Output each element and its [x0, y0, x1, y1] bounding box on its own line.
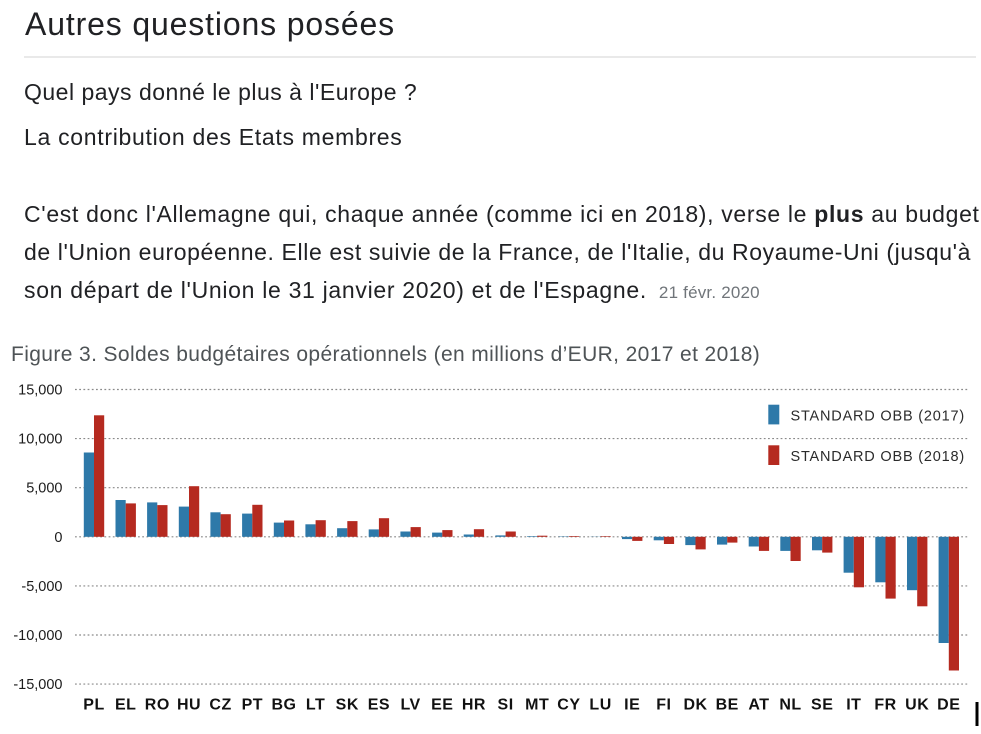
svg-text:SE: SE: [811, 696, 833, 713]
svg-text:STANDARD OBB (2018): STANDARD OBB (2018): [791, 449, 965, 465]
svg-text:-5,000: -5,000: [21, 579, 62, 595]
svg-text:HR: HR: [462, 696, 486, 713]
svg-text:LU: LU: [589, 696, 611, 713]
svg-text:EL: EL: [115, 696, 136, 713]
svg-text:5,000: 5,000: [26, 481, 62, 497]
svg-text:BG: BG: [272, 696, 297, 713]
svg-text:FI: FI: [656, 696, 671, 713]
svg-text:BE: BE: [716, 696, 739, 713]
svg-text:IT: IT: [846, 696, 861, 713]
svg-text:SI: SI: [498, 696, 514, 713]
svg-text:SK: SK: [336, 696, 359, 713]
svg-text:ES: ES: [368, 696, 390, 713]
svg-text:AT: AT: [748, 696, 769, 713]
svg-text:-10,000: -10,000: [13, 628, 62, 644]
svg-text:MT: MT: [525, 696, 549, 713]
svg-text:-15,000: -15,000: [13, 677, 62, 693]
svg-text:10,000: 10,000: [18, 432, 62, 448]
svg-text:0: 0: [54, 530, 62, 546]
svg-text:STANDARD OBB (2017): STANDARD OBB (2017): [791, 408, 965, 424]
svg-text:HU: HU: [177, 696, 201, 713]
svg-text:DE: DE: [937, 696, 960, 713]
svg-text:LT: LT: [306, 696, 325, 713]
svg-text:DK: DK: [683, 696, 707, 713]
svg-text:UK: UK: [905, 696, 929, 713]
svg-text:15,000: 15,000: [18, 383, 62, 399]
svg-text:NL: NL: [779, 696, 801, 713]
svg-text:CY: CY: [557, 696, 580, 713]
svg-text:EE: EE: [431, 696, 453, 713]
svg-text:Figure 3. Soldes budgétaires o: Figure 3. Soldes budgétaires opérationne…: [11, 343, 760, 366]
svg-text:PL: PL: [83, 696, 104, 713]
svg-text:RO: RO: [145, 696, 170, 713]
svg-text:LV: LV: [400, 696, 420, 713]
svg-text:FR: FR: [874, 696, 896, 713]
svg-text:PT: PT: [242, 696, 263, 713]
svg-text:IE: IE: [624, 696, 640, 713]
svg-text:CZ: CZ: [209, 696, 231, 713]
